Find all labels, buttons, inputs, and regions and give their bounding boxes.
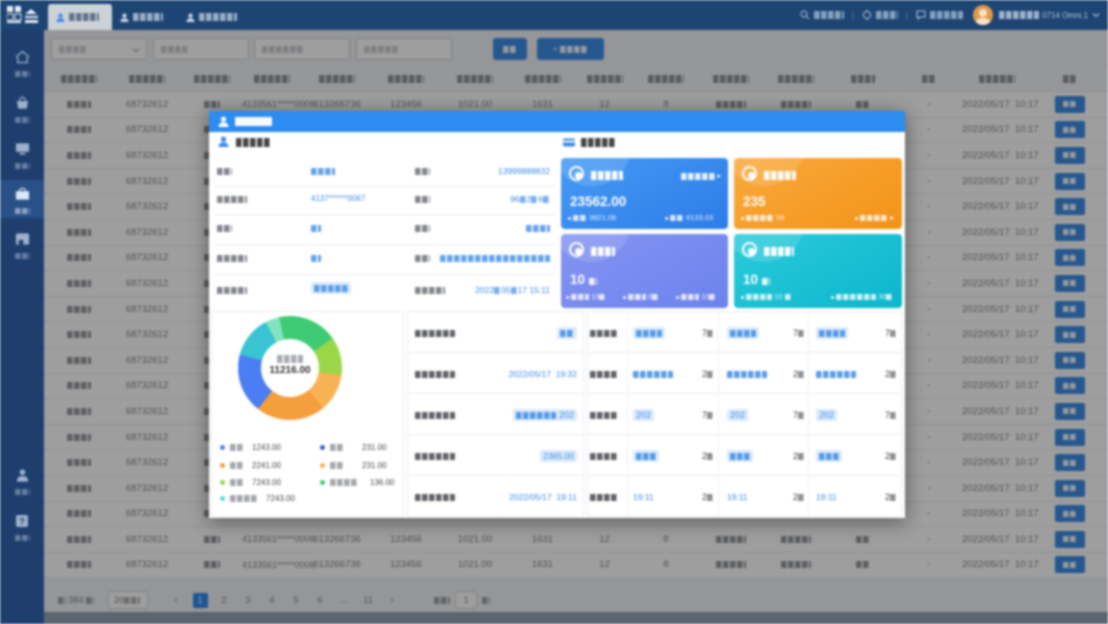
svg-text:?: ? <box>19 517 25 527</box>
